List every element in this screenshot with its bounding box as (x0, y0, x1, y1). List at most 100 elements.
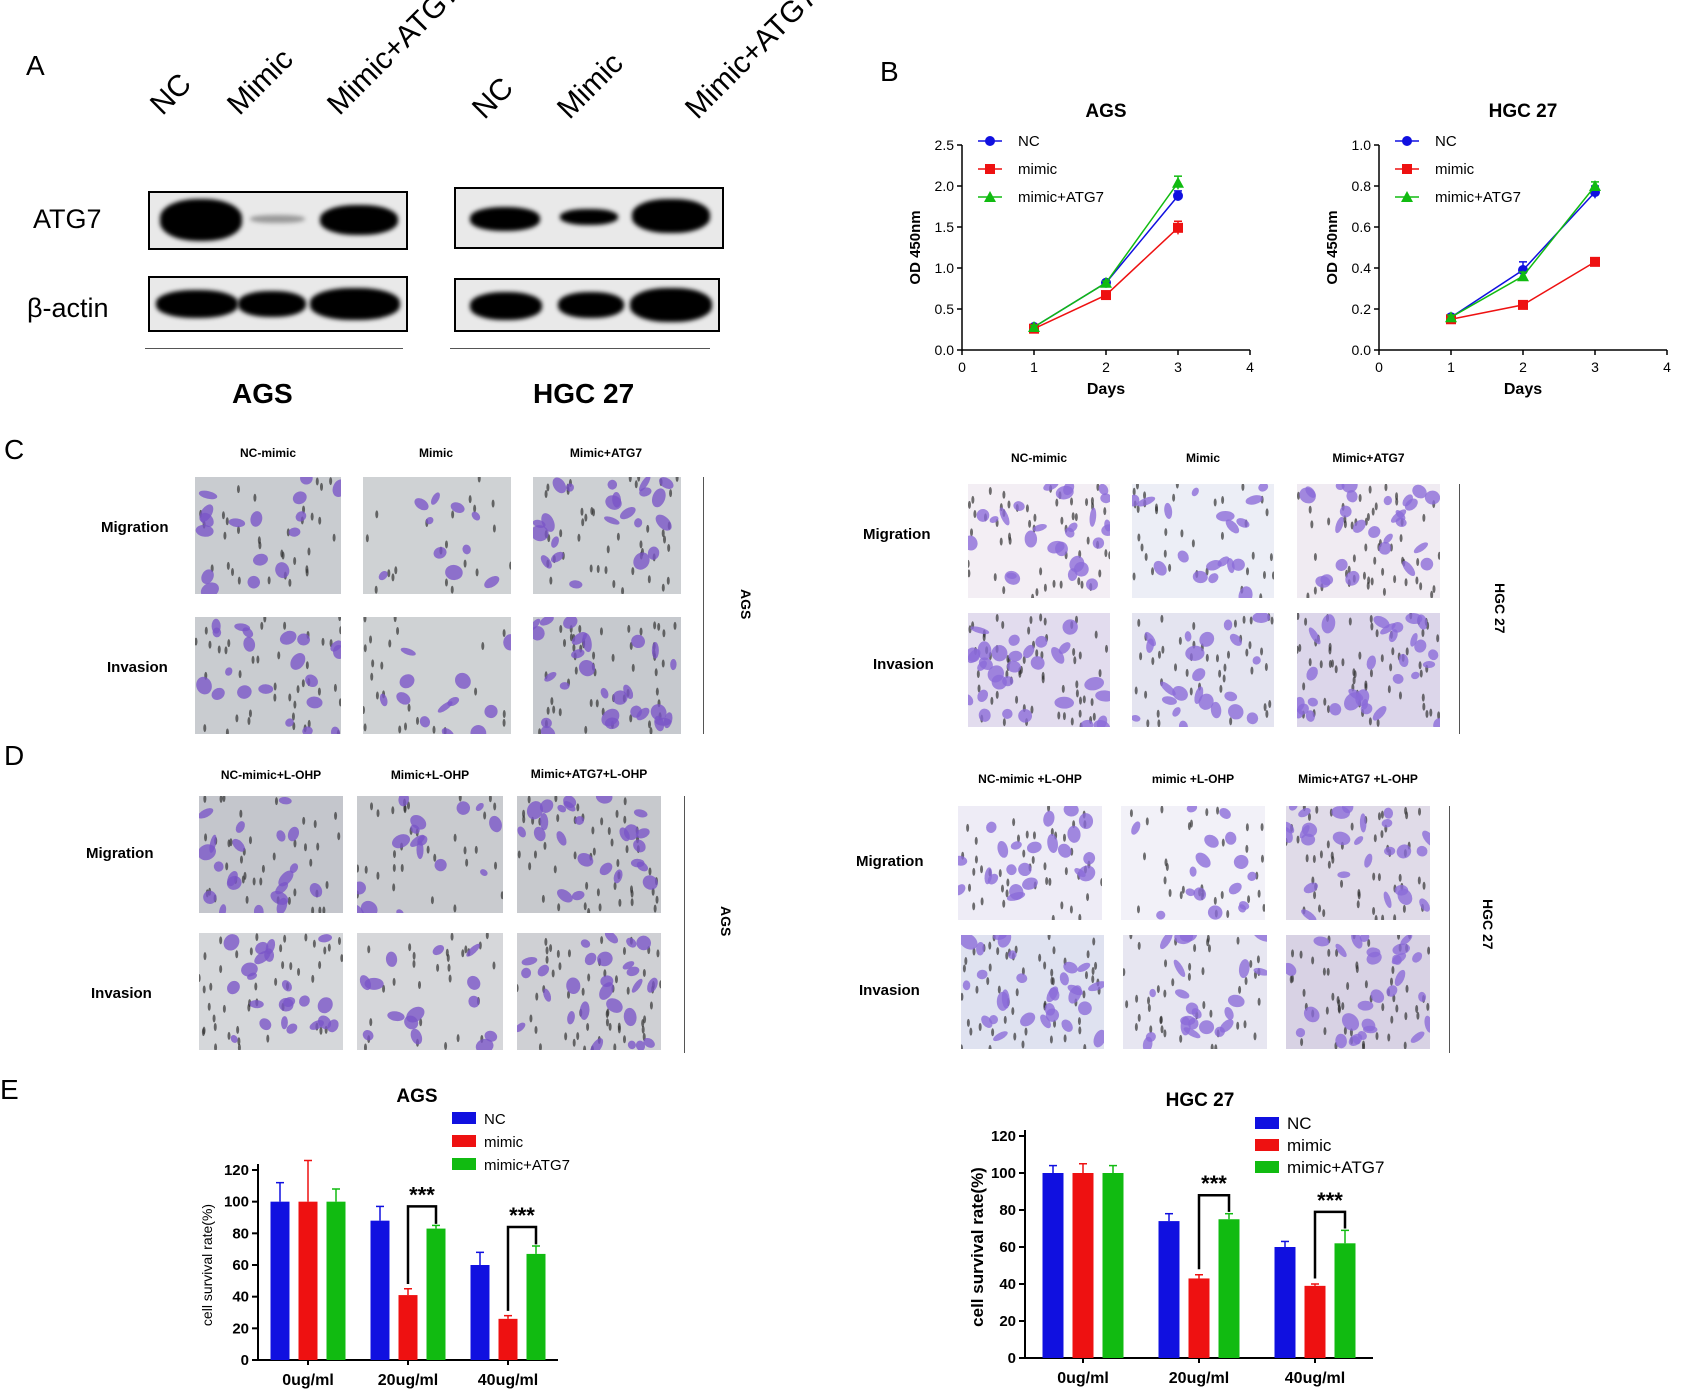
line-hgc-xtick-label: 1 (1447, 359, 1455, 375)
panel-label-a: A (26, 50, 45, 81)
line-hgc-ytick-label: 0.8 (1352, 178, 1372, 194)
bar-hgc-legend-label: mimic (1287, 1136, 1332, 1155)
micrograph-d-ags-migration-atg7 (517, 796, 661, 913)
divider-d-ags (684, 796, 685, 1053)
line-hgc-legend-marker (1402, 164, 1412, 174)
line-hgc-point (1445, 311, 1457, 323)
label-d-ags-side: AGS (718, 906, 734, 937)
blot-hgc-atg7 (454, 187, 724, 249)
band-hgc-actin-nc (470, 292, 542, 320)
micrograph-d-ags-invasion-mimic (357, 933, 503, 1050)
micrograph-c-ags-migration-atg7 (533, 477, 681, 594)
bar-ags-xtick-label: 20ug/ml (378, 1372, 438, 1389)
bar-ags-xtick-label: 40ug/ml (478, 1372, 538, 1389)
line-ags-ylabel: OD 450nm (907, 210, 924, 284)
header-d-ags-atg7: Mimic+ATG7+L-OHP (530, 767, 648, 781)
band-hgc-actin-mimic (558, 292, 624, 318)
bar-hgc-legend-swatch (1255, 1117, 1279, 1129)
line-ags-xtick-label: 4 (1246, 359, 1254, 375)
micrograph-c-ags-invasion-nc (195, 617, 341, 734)
bar-ags-legend-swatch (452, 1112, 476, 1124)
bar-hgc-ylabel: cell survival rate(%) (968, 1167, 987, 1327)
label-c-hgc-invasion: Invasion (873, 656, 934, 673)
band-hgc-atg7-mimic-atg7 (632, 199, 710, 233)
bar-ags-legend-label: mimic (484, 1134, 524, 1151)
bar-hgc-sig-bracket (1313, 1210, 1347, 1279)
bar-ags-sig-bracket (406, 1205, 438, 1284)
line-ags-point (1100, 276, 1112, 288)
header-c-ags-mimic: Mimic (418, 446, 453, 460)
band-ags-actin-nc (156, 290, 238, 318)
line-ags-ytick-label: 1.5 (935, 219, 955, 235)
line-ags-xtick-label: 1 (1030, 359, 1038, 375)
line-ags-ytick-label: 2.0 (935, 178, 955, 194)
bar-hgc-bar (1072, 1173, 1094, 1358)
row-label-atg7: ATG7 (33, 204, 102, 234)
divider-c-hgc (1459, 484, 1460, 734)
bar-ags-legend-swatch (452, 1135, 476, 1147)
label-c-hgc-migration: Migration (863, 526, 931, 543)
label-c-ags-invasion: Invasion (107, 659, 168, 676)
bar-hgc-legend-label: mimic+ATG7 (1287, 1158, 1384, 1177)
line-hgc-legend-label: mimic+ATG7 (1435, 189, 1521, 206)
line-ags-ytick-label: 0.5 (935, 301, 955, 317)
bar-hgc-bar (1158, 1221, 1180, 1358)
band-ags-actin-mimic (238, 291, 306, 317)
label-c-hgc-side: HGC 27 (1492, 583, 1508, 634)
lane-label-ags-mimic: Mimic (220, 42, 300, 122)
micrograph-d-hgc-migration-mimic (1121, 806, 1265, 920)
bar-hgc-ytick-label: 100 (991, 1165, 1016, 1182)
line-chart-hgc: HGC 27 0.0 0.2 0.4 0.6 0.8 1.0 0 1 2 3 4 Days OD 450n… (1324, 101, 1671, 398)
bar-hgc-bar (1304, 1285, 1326, 1358)
header-c-hgc-nc: NC-mimic (1010, 451, 1067, 465)
line-hgc-ytick-label: 1.0 (1352, 137, 1372, 153)
micrograph-c-ags-invasion-atg7 (533, 617, 681, 734)
bar-ags-bar (270, 1201, 290, 1360)
bar-ags-legend-label: mimic+ATG7 (484, 1157, 570, 1174)
micrograph-c-hgc-migration-atg7 (1297, 484, 1440, 598)
bar-hgc-ytick-label: 0 (1008, 1350, 1016, 1367)
micrograph-d-hgc-invasion-mimic (1123, 935, 1267, 1049)
bar-ags-legend-swatch (452, 1158, 476, 1170)
lane-label-ags-mimic-atg7: Mimic+ATG7 (320, 0, 466, 122)
header-c-hgc-atg7: Mimic+ATG7 (1332, 451, 1405, 465)
line-ags-point (1101, 290, 1111, 301)
line-ags-title: AGS (1085, 101, 1126, 122)
label-c-ags-side: AGS (738, 589, 754, 620)
micrograph-c-ags-migration-nc (195, 477, 341, 594)
divider-d-hgc (1449, 806, 1450, 1053)
bar-ags-ytick-label: 60 (232, 1257, 249, 1274)
bar-ags-sig-label: *** (509, 1203, 535, 1228)
line-hgc-xtick-label: 0 (1375, 359, 1383, 375)
bar-hgc-sig-label: *** (1201, 1171, 1227, 1196)
label-c-ags-migration: Migration (101, 519, 169, 536)
bar-ags-title: AGS (396, 1086, 437, 1107)
micrograph-d-ags-invasion-nc (199, 933, 343, 1050)
bar-chart-ags: AGS 0 20 40 60 80 100 120 cell survival rate(%) 0… (199, 1086, 570, 1389)
divider-c-ags (703, 477, 704, 734)
line-hgc-title: HGC 27 (1489, 101, 1558, 122)
bar-hgc-sig-bracket (1197, 1193, 1231, 1270)
band-hgc-actin-mimic-atg7 (630, 288, 712, 322)
bar-ags-bar (526, 1253, 546, 1360)
bar-ags-ytick-label: 120 (224, 1162, 249, 1179)
bar-hgc-xtick-label: 20ug/ml (1169, 1370, 1229, 1387)
bar-ags-ytick-label: 0 (241, 1352, 249, 1369)
divider-hgc (450, 348, 710, 349)
bar-ags-bar (370, 1220, 390, 1360)
label-d-ags-invasion: Invasion (91, 985, 152, 1002)
line-hgc-ytick-label: 0.6 (1352, 219, 1372, 235)
header-d-hgc-atg7: Mimic+ATG7 +L-OHP (1298, 772, 1418, 786)
cell-label-ags: AGS (232, 378, 293, 409)
bar-hgc-bar (1102, 1173, 1124, 1358)
lane-label-hgc-mimic: Mimic (550, 46, 630, 126)
micrograph-c-ags-invasion-mimic (363, 617, 511, 734)
divider-ags (145, 348, 403, 349)
header-d-hgc-nc: NC-mimic +L-OHP (978, 772, 1082, 786)
line-ags-legend-marker (985, 164, 995, 174)
bar-ags-ylabel: cell survival rate(%) (199, 1204, 215, 1326)
line-hgc-ylabel: OD 450nm (1324, 210, 1341, 284)
micrograph-d-hgc-migration-nc (958, 806, 1102, 920)
line-ags-xtick-label: 2 (1102, 359, 1110, 375)
bar-hgc-xtick-label: 0ug/ml (1057, 1370, 1109, 1387)
